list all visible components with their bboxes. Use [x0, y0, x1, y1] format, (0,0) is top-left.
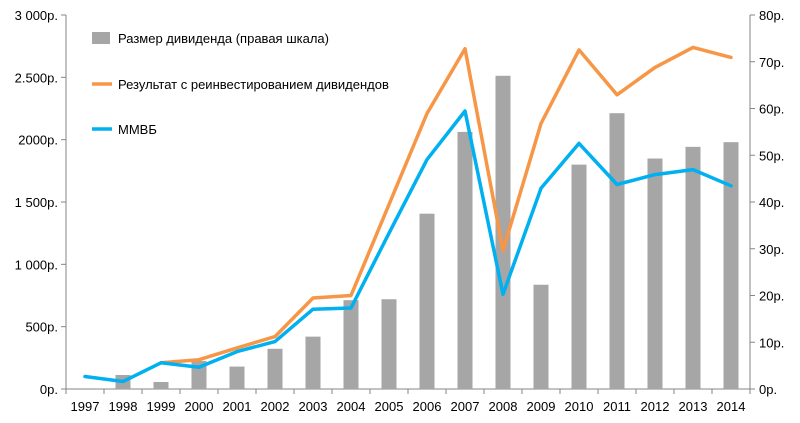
right-tick-label: 50р.	[759, 148, 784, 163]
series-line-0	[159, 45, 733, 365]
left-tick-label: 500р.	[25, 320, 58, 335]
right-tick-label: 10р.	[759, 335, 784, 350]
bar	[305, 336, 321, 389]
legend-label: ММВБ	[118, 122, 157, 137]
x-tick-label: 2012	[641, 399, 670, 414]
bar	[571, 164, 587, 389]
bar	[533, 284, 549, 389]
bar	[609, 113, 625, 390]
right-tick-label: 70р.	[759, 55, 784, 70]
x-tick-label: 1997	[71, 399, 100, 414]
x-tick-label: 2009	[527, 399, 556, 414]
bar	[419, 213, 435, 389]
bar	[457, 131, 473, 389]
x-tick-label: 2014	[717, 399, 746, 414]
x-tick-label: 1999	[147, 399, 176, 414]
bar	[381, 299, 397, 389]
x-tick-label: 1998	[109, 399, 138, 414]
legend-label: Размер дивиденда (правая шкала)	[118, 31, 329, 46]
legend: Размер дивиденда (правая шкала) Результат…	[92, 31, 389, 137]
bar	[685, 146, 701, 389]
bar	[229, 366, 245, 389]
x-tick-label: 2013	[679, 399, 708, 414]
legend-swatch	[92, 32, 110, 44]
bar	[495, 75, 511, 390]
legend-label: Результат с реинвестированием дивидендов	[118, 77, 389, 92]
left-tick-label: 2.500р.	[15, 70, 58, 85]
bar	[153, 381, 169, 389]
bar	[647, 158, 663, 389]
bar	[723, 142, 739, 389]
right-tick-label: 30р.	[759, 242, 784, 257]
series-line-1	[83, 109, 733, 384]
bar	[267, 348, 283, 389]
x-tick-label: 2005	[375, 399, 404, 414]
bar	[343, 300, 359, 389]
x-tick-label: 2010	[565, 399, 594, 414]
x-tick-label: 2000	[185, 399, 214, 414]
x-tick-label: 2008	[489, 399, 518, 414]
left-tick-label: 1 000р.	[15, 257, 58, 272]
left-tick-label: 1 500р.	[15, 195, 58, 210]
x-tick-label: 2003	[299, 399, 328, 414]
left-tick-label: 3 000р.	[15, 8, 58, 23]
right-tick-label: 40р.	[759, 195, 784, 210]
x-tick-label: 2006	[413, 399, 442, 414]
x-tick-label: 2001	[223, 399, 252, 414]
plot-area: 0р. 500р. 1 000р. 1 500р. 2000р. 2.500р. 3 000…	[15, 8, 785, 414]
left-tick-label: 2000р.	[18, 133, 58, 148]
x-tick-label: 2007	[451, 399, 480, 414]
right-tick-label: 80р.	[759, 8, 784, 23]
x-tick-label: 2004	[337, 399, 366, 414]
x-tick-label: 2002	[261, 399, 290, 414]
left-tick-label: 0р.	[40, 382, 58, 397]
x-tick-label: 2011	[603, 399, 631, 414]
right-tick-label: 60р.	[759, 102, 784, 117]
right-tick-label: 0р.	[759, 382, 777, 397]
right-tick-label: 20р.	[759, 289, 784, 304]
